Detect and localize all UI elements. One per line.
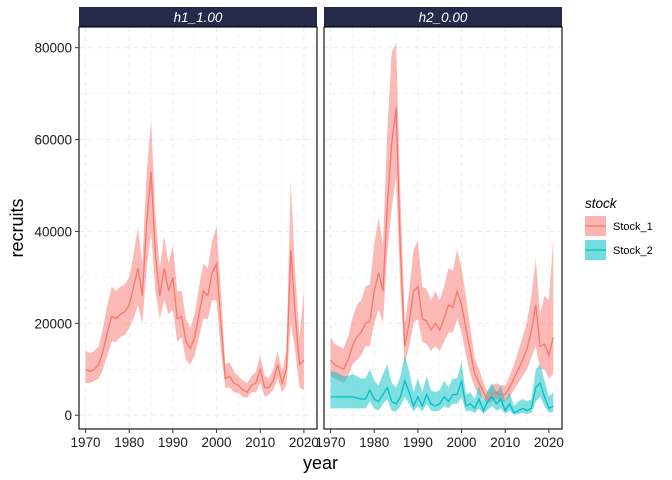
x-tick-label: 1980: [114, 435, 144, 450]
facet-panel-h2: h2_0.00 1970 1980 1990 2000 2010 2020: [316, 7, 564, 450]
ribbon-stock-1: [330, 43, 554, 404]
x-tick-label: 2000: [202, 435, 232, 450]
legend-label-stock-2: Stock_2: [613, 245, 653, 257]
x-tick-label: 2020: [534, 435, 564, 450]
x-tick-label: 1990: [403, 435, 433, 450]
y-tick-label: 60000: [34, 133, 72, 148]
legend-label-stock-1: Stock_1: [613, 221, 653, 233]
x-tick-label: 2000: [447, 435, 477, 450]
legend-item-stock-1: Stock_1: [585, 216, 653, 236]
y-axis-ticks: 0 20000 40000 60000 80000: [34, 41, 79, 423]
x-axis-title: year: [303, 453, 338, 473]
line-stock-1: [330, 107, 554, 401]
ribbon-stock-1: [85, 121, 304, 398]
x-axis-ticks-h1: 1970 1980 1990 2000 2010 2020: [71, 429, 319, 450]
x-tick-label: 1970: [316, 435, 346, 450]
ribbon-stock-2: [330, 355, 554, 415]
x-tick-label: 1990: [158, 435, 188, 450]
y-tick-label: 0: [64, 408, 72, 423]
y-tick-label: 20000: [34, 316, 72, 331]
series-h1: [85, 121, 305, 398]
line-stock-1: [85, 171, 305, 394]
x-tick-label: 1970: [71, 435, 101, 450]
facet-strip-h1: [79, 7, 317, 27]
facet-strip-label-h1: h1_1.00: [174, 10, 223, 25]
facet-strip-h2: [324, 7, 562, 27]
line-stock-2: [330, 378, 554, 414]
x-tick-label: 2020: [289, 435, 319, 450]
y-tick-label: 40000: [34, 224, 72, 239]
series-h2: [330, 43, 554, 415]
x-axis-ticks-h2: 1970 1980 1990 2000 2010 2020: [316, 429, 564, 450]
y-axis-title: recruits: [7, 198, 27, 257]
x-tick-label: 2010: [490, 435, 520, 450]
facet-strip-label-h2: h2_0.00: [419, 10, 468, 25]
legend-title: stock: [585, 196, 618, 211]
panel-border-h2: [323, 26, 563, 430]
x-tick-label: 1980: [359, 435, 389, 450]
panel-border-h1: [78, 26, 318, 430]
y-tick-label: 80000: [34, 41, 72, 56]
facet-panel-h1: h1_1.00 1970 1980 1990 2000 2010 2020: [71, 7, 319, 450]
x-tick-label: 2010: [245, 435, 275, 450]
legend-item-stock-2: Stock_2: [585, 240, 653, 260]
legend: stock Stock_1 Stock_2: [585, 196, 653, 260]
